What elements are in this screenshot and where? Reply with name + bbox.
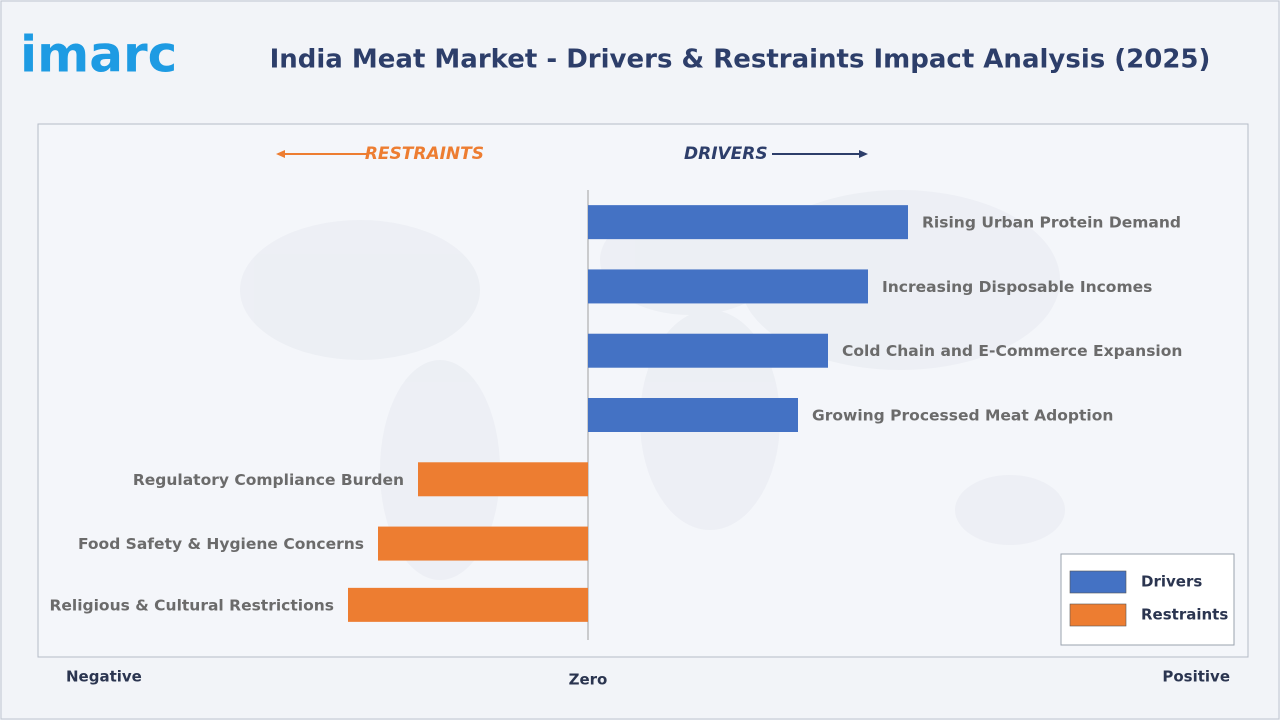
chart-title: India Meat Market - Drivers & Restraints… — [270, 45, 1211, 75]
legend-label: Drivers — [1141, 573, 1202, 591]
legend-swatch — [1069, 570, 1127, 594]
bar — [418, 462, 588, 497]
drivers-annotation: DRIVERS — [684, 144, 768, 164]
drivers-arrowhead — [859, 150, 868, 158]
category-label: Rising Urban Protein Demand — [922, 214, 1181, 232]
x-tick-label: Negative — [66, 668, 142, 686]
bar — [588, 398, 798, 432]
category-label: Increasing Disposable Incomes — [882, 278, 1152, 296]
legend-box — [1060, 553, 1235, 646]
category-label: Growing Processed Meat Adoption — [812, 407, 1113, 425]
logo: imarc — [20, 26, 177, 84]
bar — [588, 205, 908, 240]
legend-swatch — [1069, 603, 1127, 627]
bar — [588, 333, 828, 368]
bar — [348, 587, 588, 622]
restraints-arrowhead — [276, 150, 285, 158]
category-label: Food Safety & Hygiene Concerns — [78, 535, 364, 553]
bar — [378, 526, 588, 561]
category-label: Cold Chain and E-Commerce Expansion — [842, 342, 1182, 360]
category-label: Religious & Cultural Restrictions — [49, 596, 334, 614]
category-label: Regulatory Compliance Burden — [133, 471, 404, 489]
x-tick-label: Positive — [1162, 668, 1230, 686]
bar — [588, 269, 868, 304]
legend-label: Restraints — [1141, 606, 1228, 624]
x-tick-label: Zero — [569, 671, 608, 689]
restraints-annotation: RESTRAINTS — [365, 144, 484, 164]
